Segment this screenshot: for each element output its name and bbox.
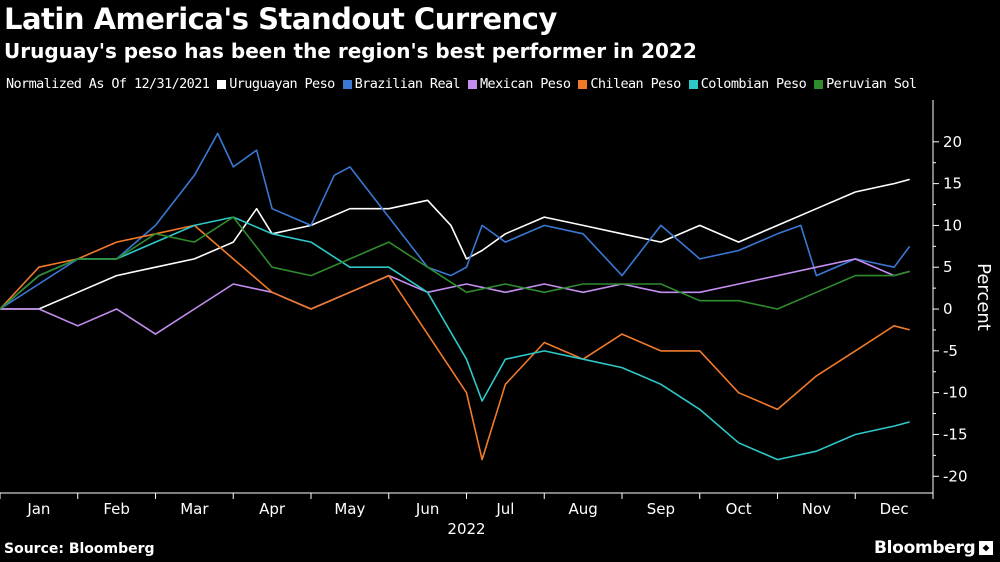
y-tick-label: -5	[943, 342, 958, 360]
chart-subtitle: Uruguay's peso has been the region's bes…	[4, 39, 697, 63]
chart-title: Latin America's Standout Currency	[4, 2, 557, 36]
y-tick-label: -20	[943, 467, 968, 485]
legend-item-0: Uruguayan Peso	[217, 76, 335, 92]
series-line-4	[0, 216, 910, 461]
legend-label: Brazilian Real	[354, 76, 461, 92]
y-tick-label: -10	[943, 384, 968, 402]
legend-item-4: Colombian Peso	[688, 76, 807, 92]
x-tick-label: May	[334, 500, 365, 518]
legend-item-2: Mexican Peso	[468, 76, 571, 92]
legend-item-3: Chilean Peso	[578, 76, 681, 92]
legend-swatch	[342, 79, 352, 89]
series-line-0	[0, 178, 910, 310]
x-tick-label: Oct	[726, 500, 752, 518]
x-tick-label: Feb	[103, 500, 130, 518]
legend-swatch	[217, 79, 227, 89]
y-tick-label: 20	[943, 133, 962, 151]
legend-swatch	[688, 79, 698, 89]
x-tick-label: Jul	[495, 500, 514, 518]
y-tick-label: -15	[943, 425, 968, 443]
legend-label: Colombian Peso	[700, 76, 807, 92]
x-tick-label: Apr	[259, 500, 286, 518]
legend-swatch	[578, 79, 588, 89]
legend-prefix: Normalized As Of 12/31/2021	[6, 76, 210, 92]
legend-item-5: Peruvian Sol	[814, 76, 917, 92]
legend-item-1: Brazilian Real	[342, 76, 461, 92]
legend-label: Mexican Peso	[480, 76, 571, 92]
chart-legend: Normalized As Of 12/31/2021 Uruguayan Pe…	[6, 76, 924, 92]
x-tick-label: Jun	[415, 500, 439, 518]
x-tick-label: Sep	[647, 500, 675, 518]
series-line-3	[0, 224, 910, 461]
y-tick-label: 5	[943, 258, 953, 276]
brand-text: Bloomberg	[874, 538, 976, 558]
series-line-5	[0, 216, 910, 310]
y-tick-label: 10	[943, 216, 962, 234]
legend-label: Peruvian Sol	[826, 76, 917, 92]
source-note: Source: Bloomberg	[4, 541, 155, 557]
legend-swatch	[814, 79, 824, 89]
y-tick-label: 0	[943, 300, 953, 318]
y-axis-label: Percent	[973, 263, 994, 331]
bloomberg-logo: Bloomberg	[874, 538, 994, 558]
x-tick-label: Nov	[802, 500, 831, 518]
series-line-2	[0, 258, 910, 335]
x-tick-label: Mar	[180, 500, 209, 518]
x-tick-label: Jan	[26, 500, 50, 518]
bloomberg-mark-icon	[979, 541, 994, 555]
x-axis-year-label: 2022	[447, 520, 485, 538]
y-tick-label: 15	[943, 175, 962, 193]
legend-label: Chilean Peso	[590, 76, 681, 92]
legend-swatch	[468, 79, 478, 89]
legend-label: Uruguayan Peso	[229, 76, 335, 92]
series-line-1	[0, 132, 911, 310]
x-tick-label: Aug	[568, 500, 597, 518]
x-tick-label: Dec	[880, 500, 909, 518]
